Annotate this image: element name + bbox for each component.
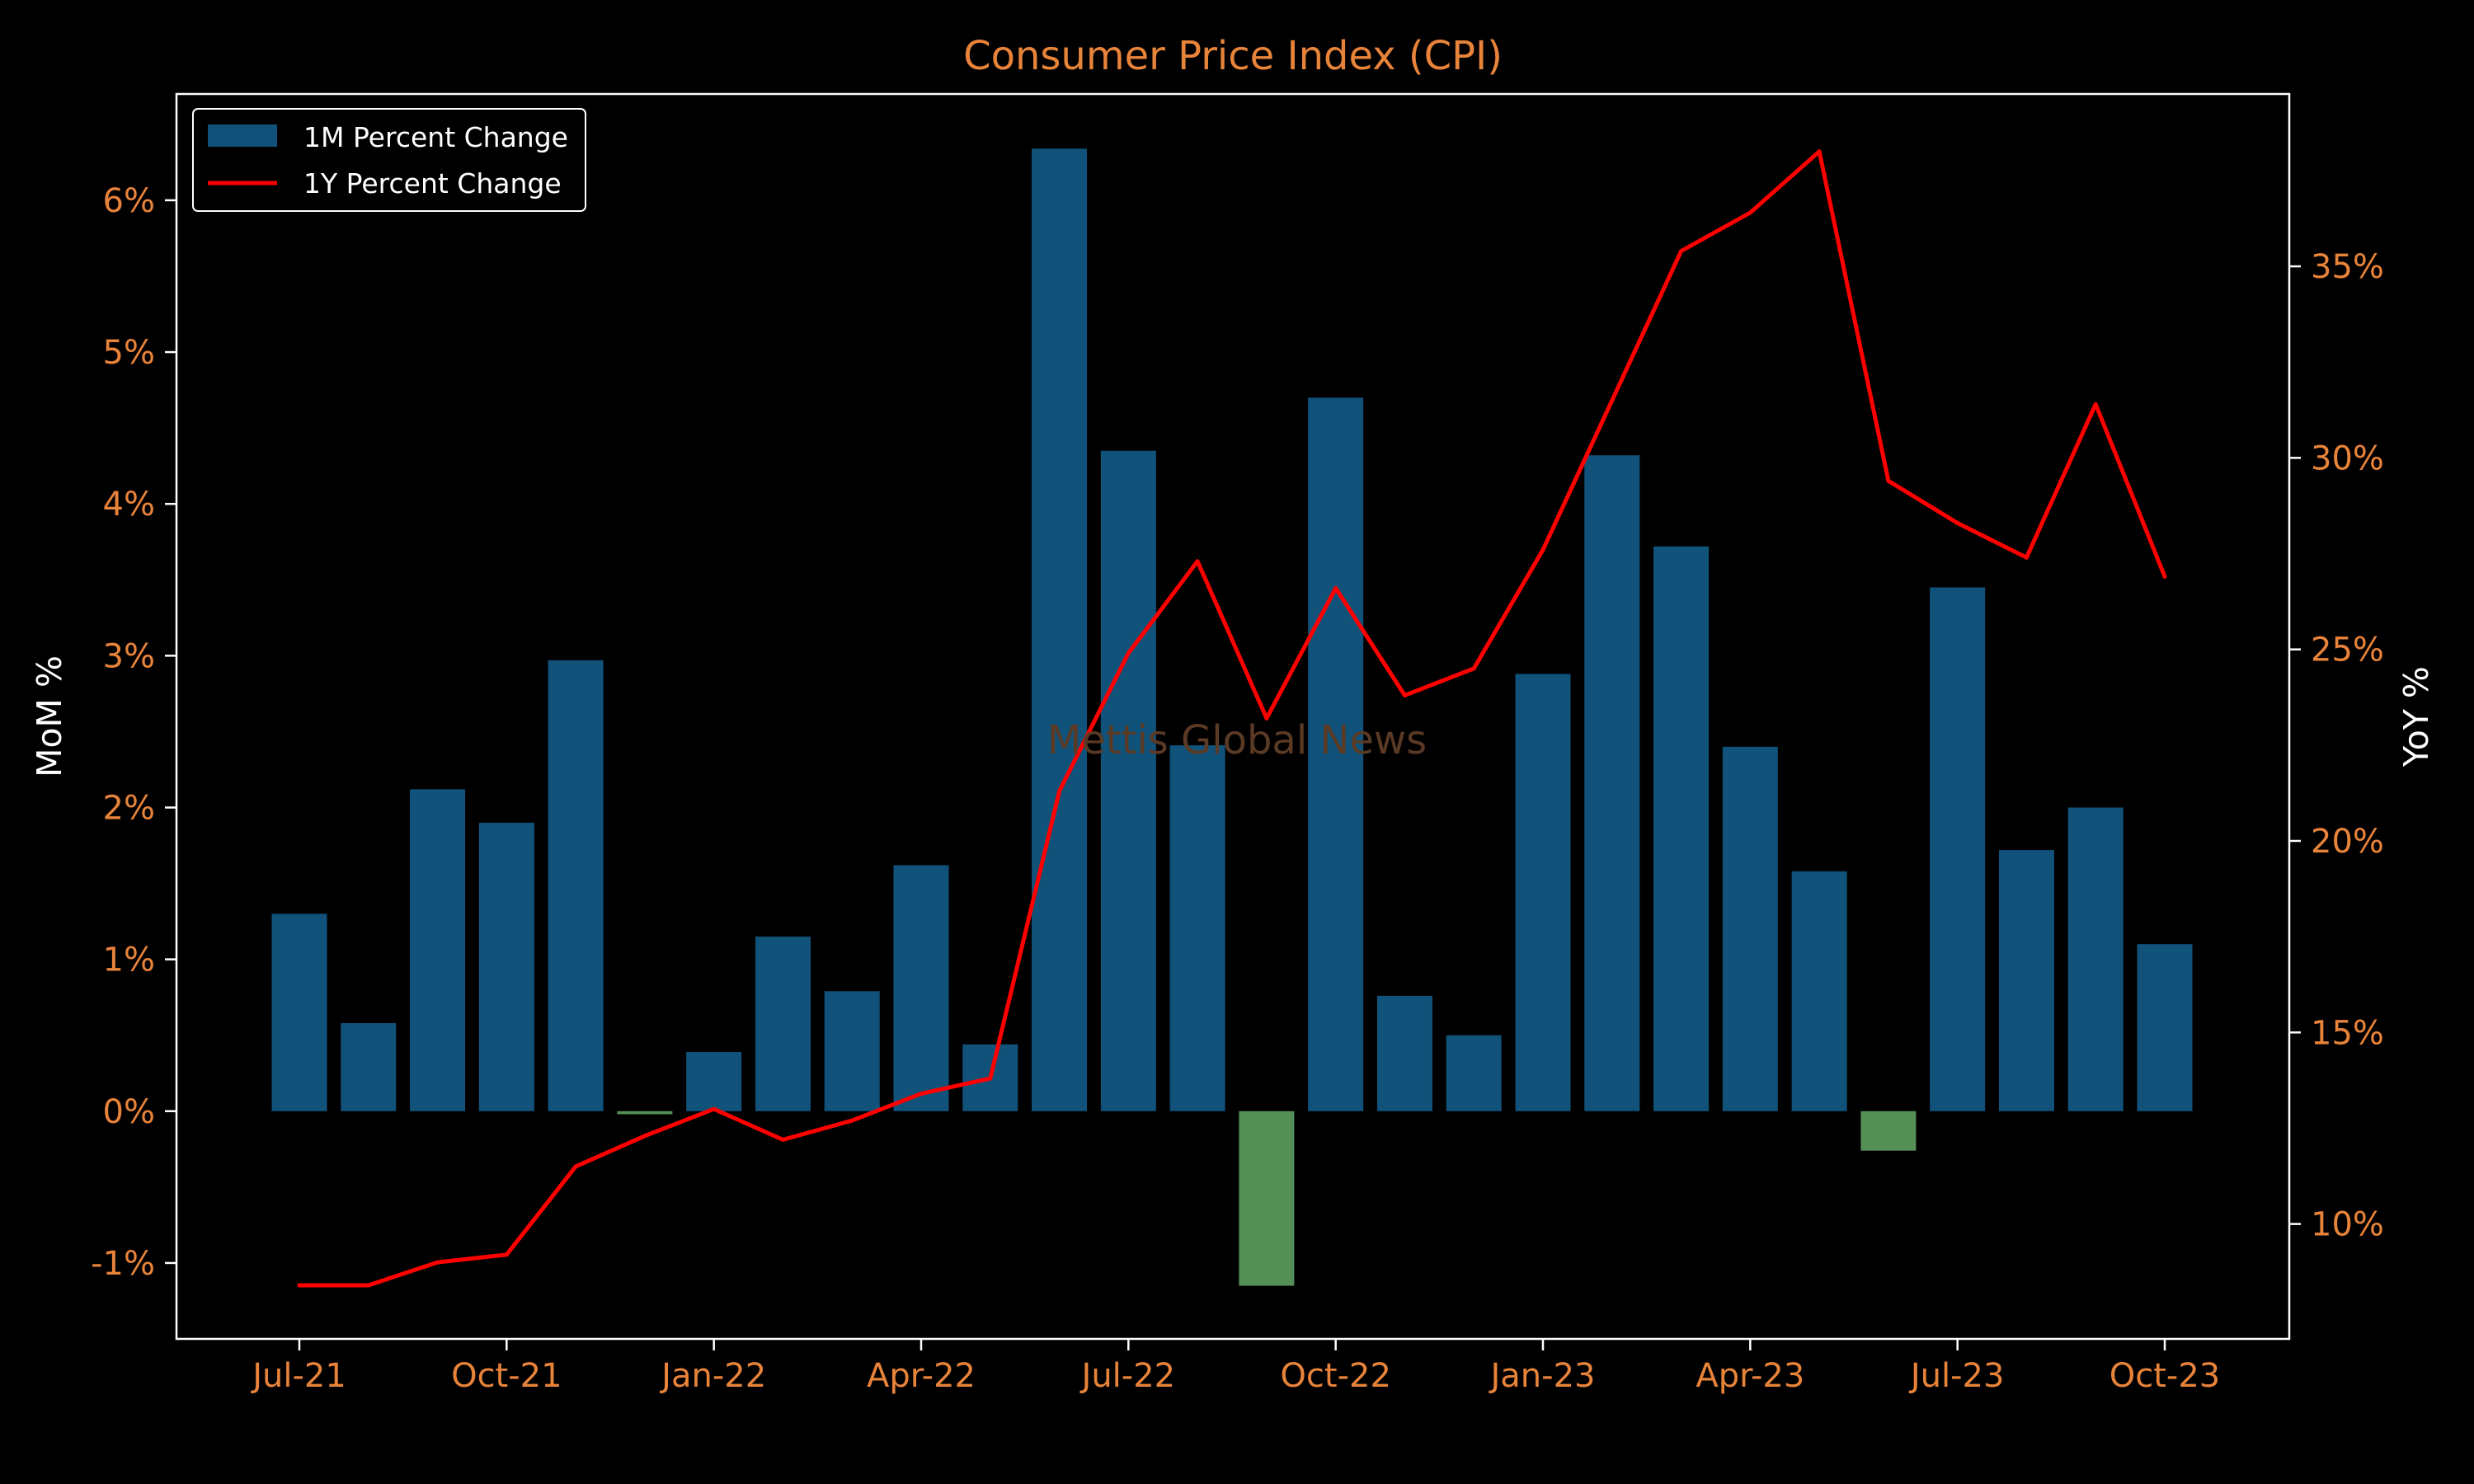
yoy-point-oct-22 [1333, 585, 1338, 590]
bar-may-23 [1791, 871, 1847, 1111]
bar-aug-23 [1998, 850, 2054, 1111]
y-axis-right-title: YoY % [2396, 666, 2436, 768]
yoy-point-apr-23 [1747, 210, 1752, 215]
yoy-point-feb-22 [780, 1137, 785, 1142]
x-tick-label: Jan-22 [659, 1357, 766, 1395]
bar-aug-21 [341, 1022, 397, 1111]
bar-jan-23 [1515, 674, 1571, 1111]
yoy-point-aug-21 [366, 1283, 371, 1288]
yoy-point-aug-22 [1195, 559, 1200, 564]
x-tick-label: Jul-23 [1908, 1357, 2005, 1395]
yoy-point-nov-22 [1402, 693, 1407, 697]
left-tick-label: 2% [103, 789, 155, 827]
right-tick-label: 30% [2311, 439, 2384, 477]
yoy-point-sep-23 [2093, 402, 2098, 406]
chart-title: Consumer Price Index (CPI) [963, 33, 1503, 79]
yoy-line [297, 149, 2167, 1288]
bar-dec-21 [617, 1111, 673, 1115]
yoy-point-dec-22 [1471, 666, 1476, 671]
bar-feb-22 [755, 937, 811, 1111]
x-tick-label: Apr-22 [867, 1357, 976, 1395]
yoy-point-jun-23 [1886, 478, 1891, 483]
yoy-point-mar-23 [1679, 248, 1684, 253]
right-tick-label: 35% [2311, 248, 2384, 286]
bar-sep-22 [1239, 1111, 1295, 1286]
x-tick-label: Oct-21 [451, 1357, 562, 1395]
bar-jun-22 [1032, 148, 1088, 1111]
legend-label-bars: 1M Percent Change [303, 121, 568, 153]
yoy-point-oct-21 [504, 1252, 509, 1257]
bar-sep-23 [2067, 807, 2124, 1111]
x-tick-label: Jul-22 [1079, 1357, 1176, 1395]
bar-jul-22 [1100, 450, 1156, 1111]
bar-apr-22 [893, 865, 949, 1111]
legend: 1M Percent Change 1Y Percent Change [192, 108, 586, 212]
bar-aug-22 [1169, 744, 1225, 1111]
bar-apr-23 [1722, 746, 1778, 1111]
yoy-point-jul-22 [1126, 650, 1131, 655]
yoy-point-jan-23 [1540, 547, 1545, 552]
yoy-point-mar-22 [849, 1118, 854, 1123]
yoy-point-apr-22 [919, 1092, 924, 1097]
yoy-point-jul-21 [297, 1283, 302, 1288]
bar-jun-23 [1860, 1111, 1917, 1151]
left-tick-label: 6% [103, 182, 155, 220]
bar-oct-23 [2137, 944, 2193, 1111]
bar-oct-22 [1308, 397, 1364, 1111]
yoy-point-oct-23 [2162, 574, 2167, 579]
yoy-point-may-23 [1817, 149, 1822, 154]
yoy-point-jan-22 [712, 1106, 717, 1111]
left-tick-label: -1% [91, 1245, 155, 1283]
bar-jul-21 [271, 913, 327, 1111]
yoy-point-nov-21 [573, 1164, 578, 1169]
yoy-point-may-22 [988, 1076, 993, 1081]
left-tick-label: 5% [103, 334, 155, 372]
bar-jan-22 [686, 1051, 742, 1111]
yoy-point-jun-22 [1057, 789, 1062, 794]
bar-nov-21 [548, 660, 604, 1111]
bars-group [271, 148, 2193, 1286]
bar-feb-23 [1584, 455, 1640, 1111]
left-tick-label: 1% [103, 942, 155, 979]
yoy-point-sep-21 [435, 1260, 440, 1265]
right-tick-label: 10% [2311, 1206, 2384, 1244]
x-tick-label: Jul-21 [250, 1357, 346, 1395]
bar-mar-23 [1653, 546, 1710, 1111]
yoy-point-feb-23 [1610, 398, 1615, 403]
bar-oct-21 [478, 822, 534, 1111]
yoy-point-sep-22 [1264, 716, 1269, 721]
x-axis: Jul-21 Oct-21 Jan-22 Apr-22 Jul-22 Oct-22 Jan-… [250, 1339, 2220, 1395]
bar-mar-22 [824, 991, 880, 1111]
left-tick-label: 0% [103, 1093, 155, 1131]
right-y-axis: 10% 15% 20% 25% 30% 35% [2289, 248, 2384, 1244]
legend-label-line: 1Y Percent Change [303, 167, 562, 200]
bar-nov-22 [1376, 995, 1432, 1111]
left-tick-label: 3% [103, 637, 155, 675]
right-tick-label: 15% [2311, 1014, 2384, 1052]
x-tick-label: Oct-22 [1280, 1357, 1391, 1395]
yoy-point-dec-21 [642, 1134, 647, 1139]
x-tick-label: Oct-23 [2109, 1357, 2221, 1395]
yoy-point-jul-23 [1955, 520, 1960, 525]
line-group [297, 149, 2167, 1288]
yoy-point-aug-23 [2024, 555, 2029, 560]
left-y-axis: -1% 0% 1% 2% 3% 4% 5% 6% [91, 182, 176, 1283]
x-tick-label: Jan-23 [1489, 1357, 1596, 1395]
x-tick-label: Apr-23 [1696, 1357, 1804, 1395]
legend-bar-swatch [208, 124, 277, 147]
left-tick-label: 4% [103, 486, 155, 524]
bar-sep-21 [410, 789, 466, 1111]
y-axis-left-title: MoM % [30, 655, 69, 777]
bar-dec-22 [1446, 1035, 1502, 1111]
right-tick-label: 20% [2311, 823, 2384, 861]
bar-jul-23 [1930, 587, 1986, 1111]
right-tick-label: 25% [2311, 632, 2384, 669]
plot-frame [175, 92, 2291, 1341]
watermark: Mettis Global News [1047, 717, 1427, 763]
legend-box [192, 108, 586, 212]
